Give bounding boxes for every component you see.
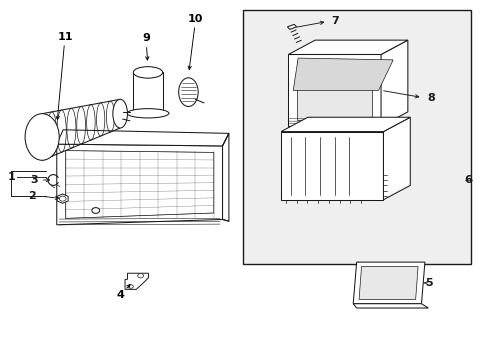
Polygon shape (281, 132, 383, 200)
Ellipse shape (32, 134, 53, 140)
Text: 8: 8 (426, 93, 434, 103)
Text: 9: 9 (142, 33, 150, 43)
Text: 5: 5 (424, 278, 432, 288)
Polygon shape (297, 61, 371, 120)
Polygon shape (133, 72, 162, 112)
Text: 1: 1 (7, 172, 15, 182)
Polygon shape (57, 130, 228, 146)
Ellipse shape (133, 67, 162, 78)
Text: 6: 6 (463, 175, 471, 185)
Text: 11: 11 (57, 32, 73, 41)
Polygon shape (293, 58, 392, 90)
Polygon shape (287, 24, 296, 30)
Ellipse shape (25, 114, 59, 160)
Polygon shape (57, 194, 68, 203)
Ellipse shape (133, 107, 162, 117)
Polygon shape (383, 117, 409, 200)
Ellipse shape (59, 196, 66, 201)
Ellipse shape (128, 285, 133, 288)
Polygon shape (281, 117, 409, 132)
Text: 2: 2 (28, 191, 36, 201)
Polygon shape (125, 273, 148, 289)
Polygon shape (380, 40, 407, 126)
Ellipse shape (29, 127, 55, 147)
Ellipse shape (26, 117, 58, 157)
Polygon shape (57, 144, 222, 225)
Polygon shape (288, 40, 407, 54)
Ellipse shape (127, 109, 168, 118)
Ellipse shape (92, 208, 100, 213)
Ellipse shape (27, 120, 57, 154)
Ellipse shape (113, 99, 127, 128)
Polygon shape (358, 266, 417, 300)
Text: 4: 4 (116, 291, 124, 301)
Ellipse shape (178, 78, 198, 107)
Polygon shape (288, 54, 380, 126)
Ellipse shape (28, 123, 56, 150)
Text: 7: 7 (330, 16, 338, 26)
Bar (243, 10, 470, 264)
Text: 10: 10 (188, 14, 203, 24)
Polygon shape (352, 262, 424, 304)
Ellipse shape (30, 130, 54, 144)
Polygon shape (222, 134, 228, 221)
Text: 3: 3 (30, 175, 38, 185)
Ellipse shape (138, 274, 143, 278)
Polygon shape (352, 304, 427, 308)
